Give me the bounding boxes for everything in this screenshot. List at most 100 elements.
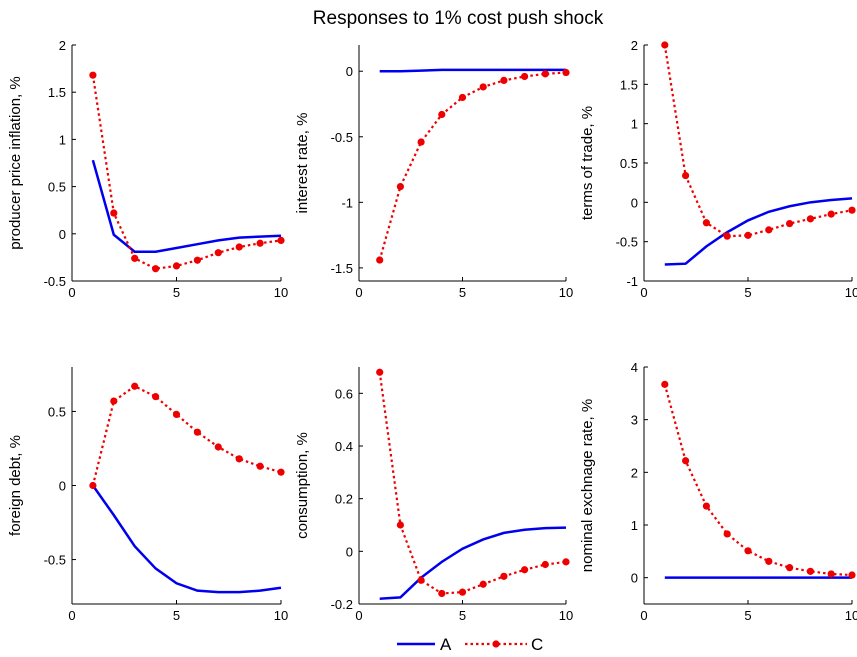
- series-c-marker: [417, 576, 425, 584]
- series-line-c: [663, 384, 853, 577]
- series-c-marker: [172, 262, 181, 270]
- series-c-marker: [396, 183, 404, 191]
- y-axis-label: nominal exchnage rate, %: [579, 399, 596, 572]
- y-tick-label: 2: [631, 38, 638, 53]
- series-c-marker: [806, 215, 815, 223]
- figure-title: Responses to 1% cost push shock: [313, 8, 604, 29]
- x-tick-label: 0: [355, 608, 362, 623]
- x-tick-label: 10: [845, 285, 857, 300]
- series-c-marker: [152, 265, 160, 273]
- x-tick-label: 10: [845, 608, 857, 623]
- series-c-marker: [256, 239, 264, 247]
- series-c-marker: [521, 72, 529, 81]
- series-c-marker: [479, 83, 487, 91]
- y-tick-label: 0.4: [335, 439, 353, 454]
- series-c-marker: [765, 226, 773, 234]
- series-c-marker: [541, 70, 549, 78]
- series-line-c: [663, 44, 853, 238]
- y-tick-label: 0: [631, 195, 638, 210]
- series-c-marker: [438, 110, 446, 119]
- series-c-marker: [661, 380, 669, 388]
- y-tick-label: 0: [346, 544, 353, 559]
- series-line-c: [378, 71, 567, 261]
- series-c-marker: [479, 580, 487, 588]
- series-line-a: [91, 159, 282, 253]
- y-tick-label: 3: [631, 413, 638, 428]
- y-tick-label: 2: [59, 38, 66, 53]
- series-c-marker: [277, 236, 285, 245]
- x-tick-label: 5: [744, 285, 751, 300]
- series-c-marker: [417, 138, 425, 146]
- y-axis-label: foreign debt, %: [7, 435, 24, 536]
- x-tick-label: 10: [559, 608, 573, 623]
- y-tick-label: -1: [341, 195, 353, 210]
- series-line-c: [91, 75, 282, 270]
- series-line-c: [91, 384, 282, 486]
- y-tick-label: 0: [59, 479, 66, 494]
- series-c-marker: [848, 571, 856, 579]
- series-c-marker: [89, 71, 97, 79]
- y-tick-label: 1: [631, 117, 638, 132]
- series-line-a: [379, 68, 566, 73]
- y-tick-label: 0.5: [48, 180, 66, 195]
- series-line-a: [379, 526, 567, 600]
- y-tick-label: 4: [631, 360, 638, 375]
- y-tick-label: 1: [631, 518, 638, 533]
- x-tick-label: 0: [355, 285, 362, 300]
- y-tick-label: 0: [631, 571, 638, 586]
- series-c-marker: [827, 210, 835, 218]
- x-tick-label: 5: [459, 285, 466, 300]
- series-c-marker: [744, 547, 752, 555]
- y-tick-label: 1.5: [48, 85, 66, 100]
- series-c-marker: [110, 397, 118, 405]
- x-tick-label: 0: [640, 608, 647, 623]
- y-tick-label: 1.5: [620, 77, 638, 92]
- series-line-a: [91, 484, 282, 594]
- x-tick-label: 0: [640, 285, 647, 300]
- series-c-marker: [458, 93, 467, 102]
- y-axis-label: interest rate, %: [294, 113, 311, 214]
- x-tick-label: 0: [68, 285, 75, 300]
- x-tick-label: 5: [744, 608, 751, 623]
- y-tick-label: -0.2: [331, 597, 353, 612]
- series-line-a: [664, 197, 853, 266]
- series-c-marker: [277, 468, 285, 476]
- series-c-marker: [521, 566, 529, 574]
- series-c-marker: [193, 428, 201, 436]
- subplot-2: 0 5 10 -1.5 -1 -0.5 0 interest rate, %: [294, 45, 573, 300]
- y-tick-label: -0.5: [44, 274, 66, 289]
- y-tick-label: 2: [631, 465, 638, 480]
- series-c-marker: [702, 502, 711, 510]
- series-c-marker: [214, 249, 222, 257]
- series-c-marker: [235, 243, 243, 251]
- series-c-marker: [682, 171, 690, 180]
- y-tick-label: 0: [59, 227, 66, 242]
- series-c-marker: [702, 219, 711, 227]
- series-c-marker: [152, 393, 160, 401]
- series-c-marker: [744, 231, 752, 239]
- series-c-marker: [376, 256, 384, 264]
- x-tick-label: 10: [559, 285, 573, 300]
- y-tick-label: -0.5: [616, 235, 638, 250]
- series-c-marker: [376, 368, 384, 376]
- series-c-marker: [806, 567, 815, 575]
- series-c-marker: [500, 572, 508, 580]
- series-c-marker: [256, 462, 264, 470]
- y-tick-label: 1: [59, 132, 66, 147]
- x-tick-label: 0: [68, 608, 75, 623]
- y-tick-label: -0.5: [331, 130, 353, 145]
- subplot-6: 0 5 10 0 1 2 3 4 nominal exchnage rate, %: [579, 360, 857, 623]
- series-c-marker: [786, 564, 794, 572]
- series-c-marker: [562, 68, 570, 77]
- series-c-marker: [786, 219, 794, 228]
- y-axis-label: consumption, %: [294, 432, 311, 539]
- y-tick-label: 0.6: [335, 386, 353, 401]
- series-c-marker: [723, 530, 731, 538]
- series-c-marker: [765, 557, 773, 565]
- series-c-marker: [848, 206, 856, 214]
- series-c-marker: [562, 558, 570, 566]
- series-line-c: [378, 372, 567, 595]
